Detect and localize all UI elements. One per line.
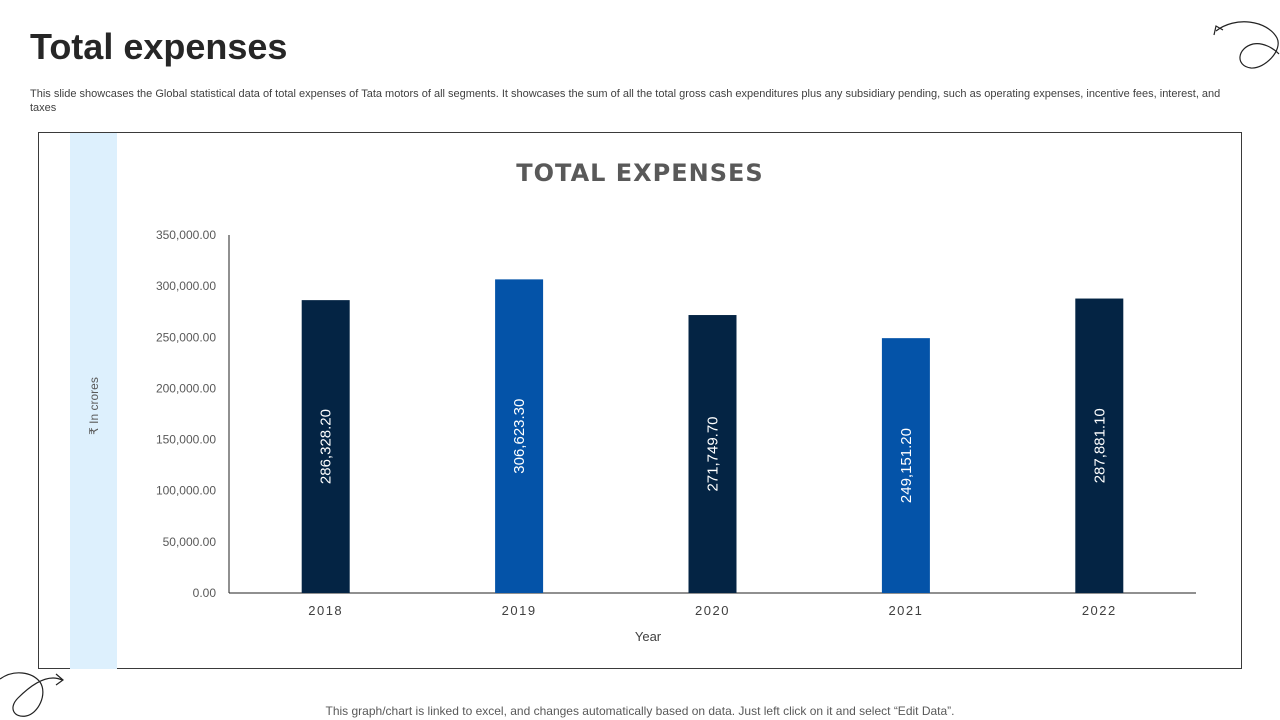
y-tick-label: 50,000.00 [163, 535, 217, 549]
data-label-2019: 306,623.30 [511, 399, 528, 474]
y-tick-label: 150,000.00 [156, 433, 216, 447]
x-tick-label: 2019 [502, 603, 537, 618]
bar-2021 [881, 338, 930, 593]
x-tick-label: 2020 [695, 603, 730, 618]
chart-frame[interactable] [38, 132, 1242, 669]
bar-2022 [1075, 298, 1124, 593]
data-label-2020: 271,749.70 [705, 416, 722, 491]
y-tick-label: 200,000.00 [156, 381, 216, 395]
bar-2020 [688, 315, 737, 593]
y-tick-label: 0.00 [193, 586, 217, 600]
x-tick-label: 2022 [1082, 603, 1117, 618]
bar-2019 [495, 279, 544, 593]
y-tick-label: 350,000.00 [156, 228, 216, 242]
bar-2018 [301, 300, 350, 593]
y-axis-title: ₹ In crores [87, 377, 101, 435]
chart-title: TOTAL EXPENSES [516, 159, 763, 187]
curved-arrow-bottom-left-icon [0, 672, 64, 717]
y-tick-label: 250,000.00 [156, 330, 216, 344]
slide-description: This slide showcases the Global statisti… [30, 88, 1221, 114]
y-axis-label-strip [70, 133, 117, 669]
data-label-2021: 249,151.20 [898, 428, 915, 503]
curved-arrow-top-right-icon [1213, 21, 1280, 69]
x-axis-title: Year [635, 629, 662, 644]
x-tick-label: 2021 [888, 603, 923, 618]
x-tick-label: 2018 [308, 603, 343, 618]
y-tick-label: 100,000.00 [156, 484, 216, 498]
footer-note: This graph/chart is linked to excel, and… [325, 704, 955, 718]
data-label-2018: 286,328.20 [318, 409, 335, 484]
page-title: Total expenses [30, 26, 288, 67]
y-tick-label: 300,000.00 [156, 279, 216, 293]
data-label-2022: 287,881.10 [1091, 408, 1108, 483]
